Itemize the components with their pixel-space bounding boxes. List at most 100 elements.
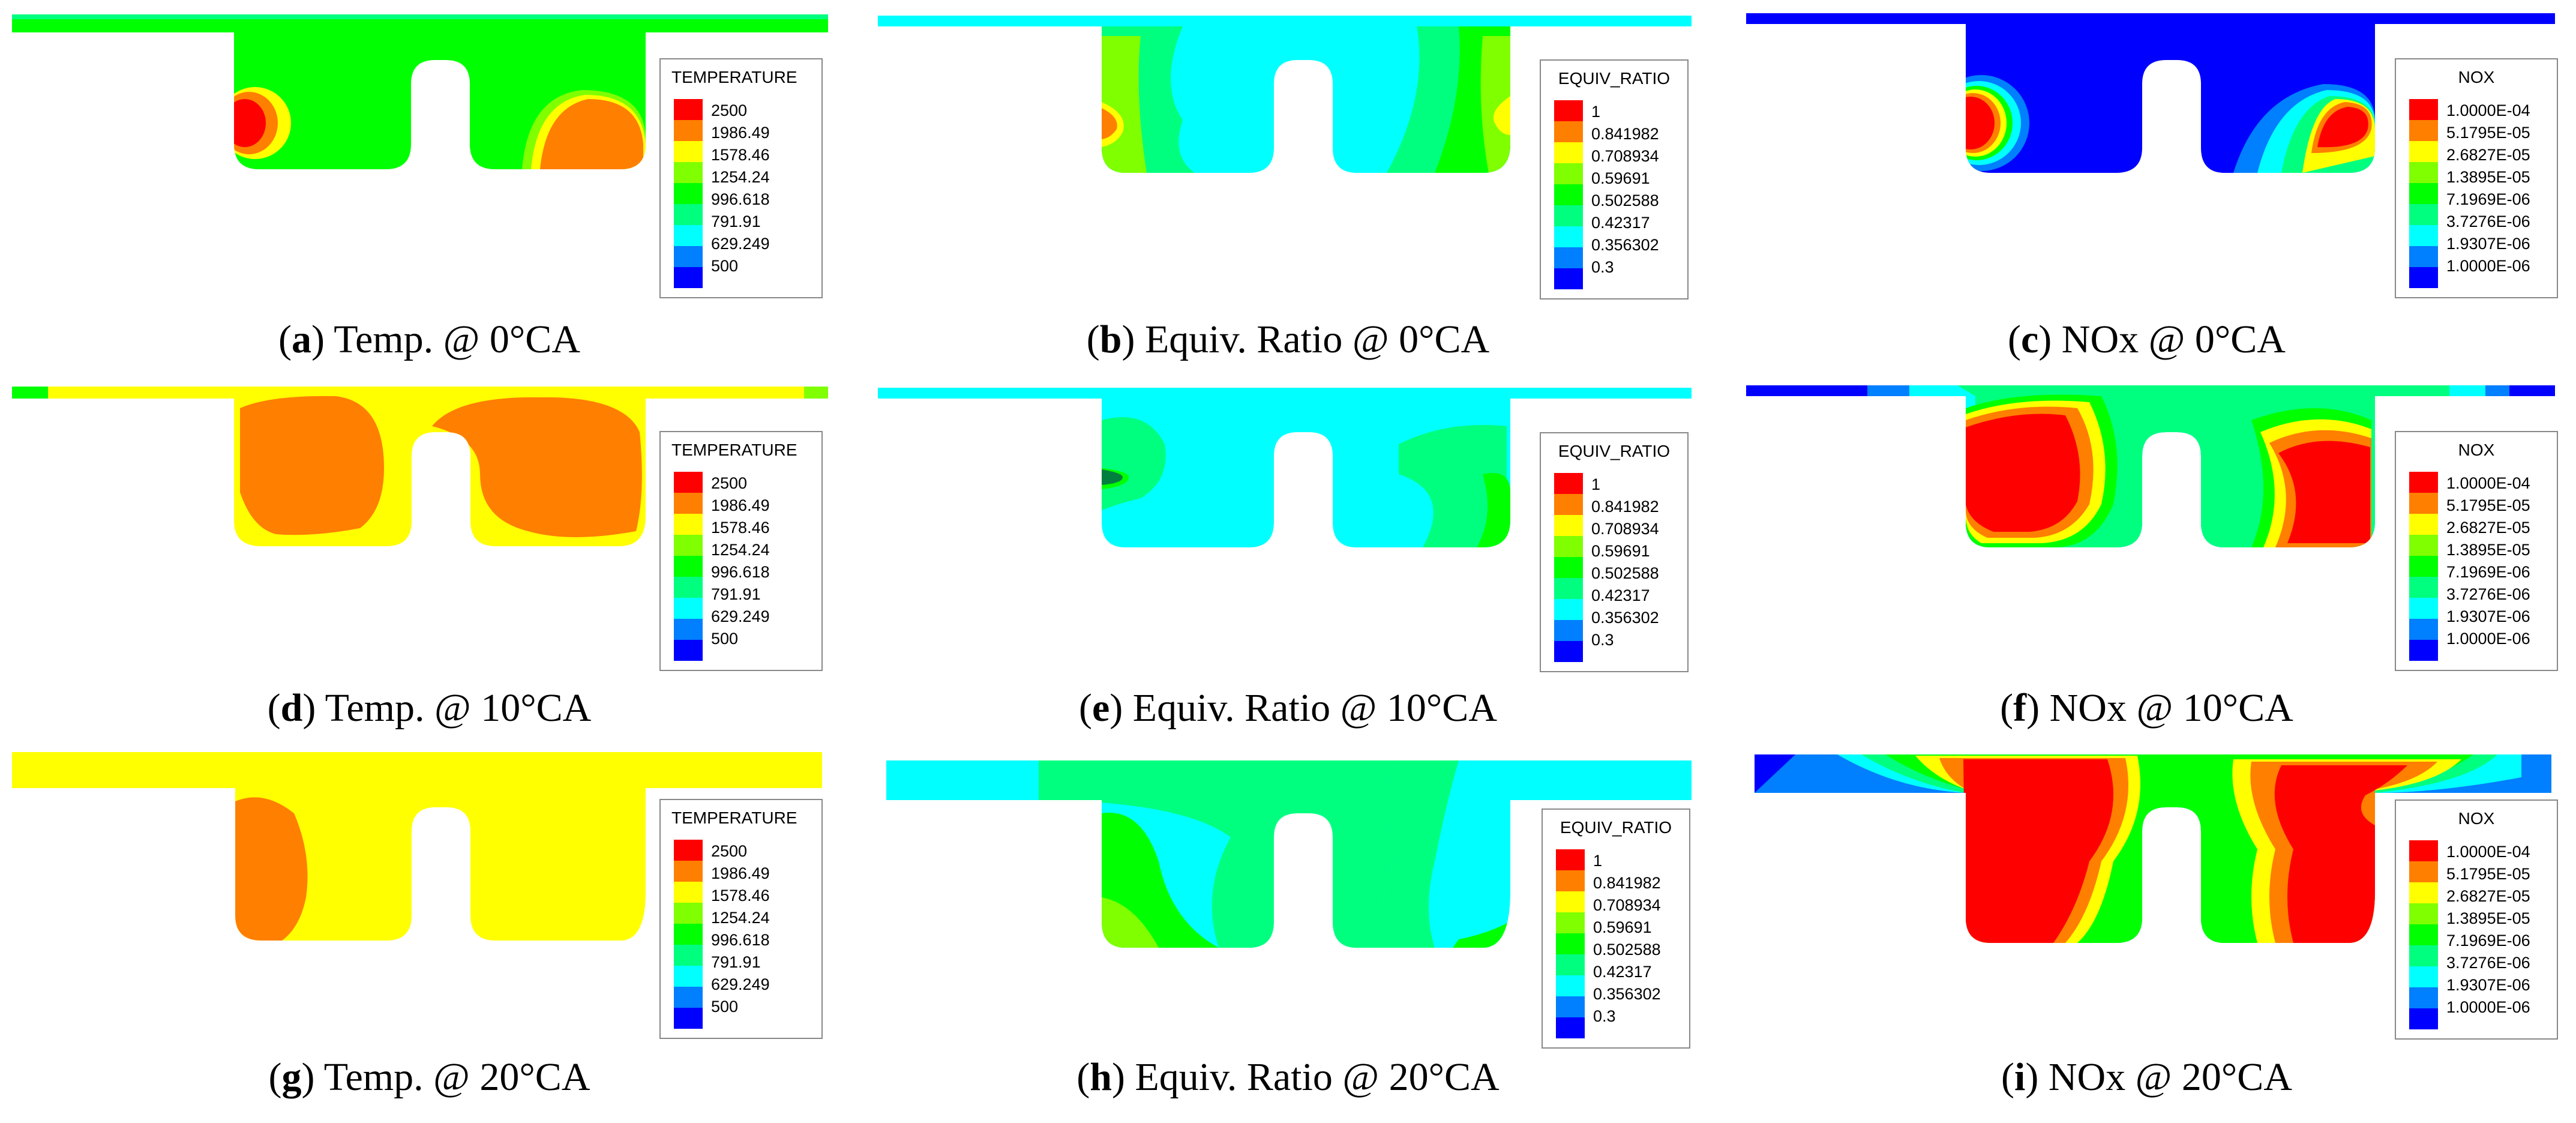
legend-tick: 2500 bbox=[711, 842, 748, 860]
legend-tick: 7.1969E-06 bbox=[2446, 190, 2530, 208]
legend-swatch bbox=[674, 141, 703, 162]
legend-tick: 629.249 bbox=[711, 607, 770, 625]
legend-swatch bbox=[674, 493, 703, 514]
legend-tick: 1254.24 bbox=[711, 541, 770, 559]
legend-swatch bbox=[2409, 204, 2438, 225]
legend-tick: 1578.46 bbox=[711, 887, 770, 905]
legend-swatch bbox=[674, 966, 703, 987]
legend-tick: 1986.49 bbox=[711, 124, 770, 142]
legend-swatch bbox=[1556, 891, 1585, 912]
legend-nox: NOX 1.0000E-04 5.1795E-05 2.6827E-05 1.3… bbox=[2395, 58, 2558, 298]
legend-swatch bbox=[674, 598, 703, 619]
legend-tick: 1986.49 bbox=[711, 864, 770, 882]
contour-plot-nox-10ca bbox=[1746, 385, 2555, 547]
legend-equiv-ratio: EQUIV_RATIO 1 0.841982 0.708934 0.59691 … bbox=[1542, 808, 1690, 1049]
legend-swatch bbox=[2409, 162, 2438, 183]
legend-tick: 500 bbox=[711, 257, 739, 275]
legend-swatch bbox=[2409, 619, 2438, 640]
legend-tick: 5.1795E-05 bbox=[2446, 865, 2530, 883]
legend-swatch bbox=[674, 267, 703, 288]
legend-swatch bbox=[2409, 267, 2438, 288]
caption-h: (h) Equiv. Ratio @ 20°CA bbox=[1076, 1055, 1500, 1099]
legend-swatch bbox=[674, 577, 703, 598]
legend-tick: 2.6827E-05 bbox=[2446, 887, 2530, 905]
legend-tick: 1254.24 bbox=[711, 168, 770, 186]
legend-swatch bbox=[1554, 100, 1583, 121]
legend-tick: 1.0000E-06 bbox=[2446, 998, 2530, 1016]
legend-swatch bbox=[2409, 987, 2438, 1008]
legend-title: TEMPERATURE bbox=[671, 808, 797, 827]
legend-tick: 0.3 bbox=[1591, 631, 1614, 649]
legend-swatch bbox=[1554, 226, 1583, 247]
legend-swatch bbox=[2409, 141, 2438, 162]
legend-swatch bbox=[2409, 472, 2438, 493]
legend-title: EQUIV_RATIO bbox=[1558, 69, 1671, 88]
legend-swatch bbox=[674, 99, 703, 120]
legend-swatch bbox=[2409, 882, 2438, 903]
legend-swatch bbox=[1554, 494, 1583, 515]
legend-swatch bbox=[2409, 903, 2438, 924]
legend-swatch bbox=[2409, 225, 2438, 246]
legend-swatch bbox=[2409, 598, 2438, 619]
legend-swatch bbox=[674, 861, 703, 882]
legend-swatch bbox=[2409, 577, 2438, 598]
legend-tick: 0.708934 bbox=[1591, 147, 1659, 165]
legend-swatch bbox=[674, 183, 703, 204]
legend-swatch bbox=[1556, 849, 1585, 870]
legend-tick: 1.9307E-06 bbox=[2446, 976, 2530, 994]
legend-tick: 1.3895E-05 bbox=[2446, 168, 2530, 186]
legend-tick: 0.42317 bbox=[1591, 214, 1650, 232]
legend-tick: 629.249 bbox=[711, 235, 770, 253]
legend-swatch bbox=[1554, 515, 1583, 536]
legend-swatch bbox=[2409, 840, 2438, 861]
legend-swatch bbox=[674, 225, 703, 246]
legend-swatch bbox=[1554, 121, 1583, 142]
legend-temperature: TEMPERATURE 2500 1986.49 1578.46 1254.24… bbox=[659, 58, 823, 298]
legend-swatch bbox=[1554, 163, 1583, 184]
legend-swatch bbox=[1554, 268, 1583, 289]
panel-e: EQUIV_RATIO 1 0.841982 0.708934 0.59691 … bbox=[859, 372, 1717, 746]
caption-e: (e) Equiv. Ratio @ 10°CA bbox=[1079, 686, 1497, 730]
legend-swatch bbox=[1554, 599, 1583, 620]
legend-swatch bbox=[2409, 99, 2438, 120]
legend-swatch bbox=[2409, 556, 2438, 577]
legend-tick: 0.502588 bbox=[1593, 941, 1661, 959]
legend-tick: 2.6827E-05 bbox=[2446, 146, 2530, 164]
legend-swatch bbox=[2409, 861, 2438, 882]
legend-title: NOX bbox=[2458, 809, 2495, 828]
panel-h: EQUIV_RATIO 1 0.841982 0.708934 0.59691 … bbox=[859, 741, 1717, 1115]
legend-swatch bbox=[1556, 954, 1585, 975]
legend-swatch bbox=[2409, 966, 2438, 987]
legend-tick: 0.502588 bbox=[1591, 564, 1659, 582]
legend-tick: 3.7276E-06 bbox=[2446, 954, 2530, 972]
legend-tick: 0.708934 bbox=[1591, 520, 1659, 538]
legend-tick: 1.9307E-06 bbox=[2446, 607, 2530, 625]
legend-tick: 0.708934 bbox=[1593, 896, 1661, 914]
legend-swatch bbox=[2409, 120, 2438, 141]
legend-tick: 1.3895E-05 bbox=[2446, 909, 2530, 927]
legend-swatch bbox=[2409, 1008, 2438, 1029]
legend-tick: 1.0000E-04 bbox=[2446, 843, 2530, 861]
panel-i: NOX 1.0000E-04 5.1795E-05 2.6827E-05 1.3… bbox=[1717, 741, 2576, 1115]
caption-a: (a) Temp. @ 0°CA bbox=[278, 318, 580, 361]
legend-tick: 1578.46 bbox=[711, 519, 770, 537]
legend-swatch bbox=[674, 840, 703, 861]
legend-tick: 0.42317 bbox=[1593, 963, 1652, 981]
legend-swatch bbox=[1554, 536, 1583, 557]
legend-tick: 1578.46 bbox=[711, 146, 770, 164]
caption-c: (c) NOx @ 0°CA bbox=[2008, 318, 2286, 361]
panel-f: NOX 1.0000E-04 5.1795E-05 2.6827E-05 1.3… bbox=[1717, 372, 2576, 746]
legend-tick: 0.59691 bbox=[1591, 542, 1650, 560]
caption-g: (g) Temp. @ 20°CA bbox=[268, 1055, 590, 1099]
legend-tick: 629.249 bbox=[711, 975, 770, 993]
legend-swatch bbox=[674, 204, 703, 225]
legend-tick: 791.91 bbox=[711, 585, 761, 603]
legend-swatch bbox=[674, 924, 703, 945]
legend-tick: 0.841982 bbox=[1591, 498, 1659, 516]
legend-temperature: TEMPERATURE 2500 1986.49 1578.46 1254.24… bbox=[659, 799, 823, 1039]
legend-equiv-ratio: EQUIV_RATIO 1 0.841982 0.708934 0.59691 … bbox=[1540, 432, 1689, 672]
legend-tick: 5.1795E-05 bbox=[2446, 124, 2530, 142]
legend-swatch bbox=[1554, 641, 1583, 662]
legend-tick: 3.7276E-06 bbox=[2446, 212, 2530, 230]
legend-tick: 1.0000E-06 bbox=[2446, 630, 2530, 648]
